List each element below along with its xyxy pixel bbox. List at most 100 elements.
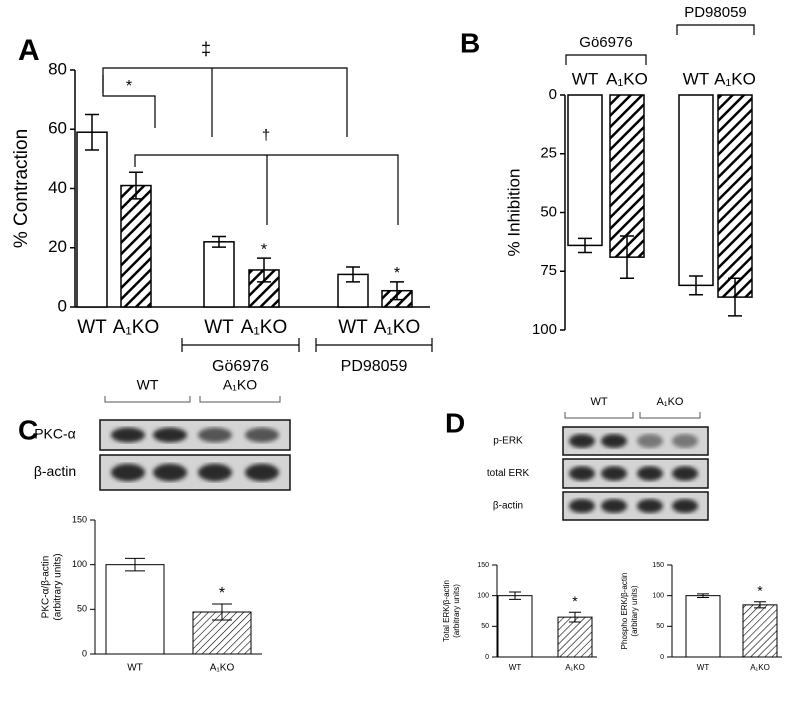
panel-label: A — [18, 34, 40, 67]
group-label: PD98059 — [341, 358, 408, 375]
y-tick-label: 150 — [72, 514, 87, 524]
blot-band — [198, 427, 232, 443]
x-tick-label: A₁KO — [750, 663, 770, 672]
significance-star: * — [394, 265, 400, 282]
significance-symbol: ‡ — [201, 39, 211, 59]
lane-bracket — [639, 412, 701, 419]
x-tick-label: WT — [127, 663, 143, 674]
y-tick-label: 25 — [540, 145, 557, 162]
bar — [567, 94, 603, 247]
significance-bracket — [134, 154, 399, 225]
bar — [105, 564, 165, 655]
error-bar — [125, 557, 145, 572]
y-tick-label: 75 — [540, 262, 557, 279]
y-axis-label: (arbitary units) — [630, 585, 639, 636]
bar — [557, 616, 593, 658]
bar — [678, 94, 714, 287]
x-tick-label: A₁KO — [565, 663, 585, 672]
blot-row-label: total ERK — [487, 468, 530, 479]
error-bar — [257, 257, 271, 283]
panel-label: C — [18, 414, 38, 445]
error-bar — [212, 603, 232, 621]
blot-band — [637, 499, 663, 513]
significance-bracket — [102, 67, 348, 137]
group-bracket — [181, 338, 300, 352]
blot-band — [601, 499, 627, 513]
panel-label: B — [460, 27, 480, 58]
y-axis-label: (arbitrary units) — [452, 584, 461, 638]
bar — [120, 184, 152, 308]
bar — [497, 595, 533, 658]
group-label: Gö6976 — [212, 358, 269, 375]
y-tick-label: 0 — [549, 86, 557, 103]
y-tick-label: 100 — [652, 593, 664, 600]
error-bar — [620, 235, 634, 280]
bar — [609, 94, 645, 258]
lane-group-label: WT — [137, 377, 159, 393]
y-tick-label: 50 — [540, 203, 557, 220]
error-bar — [509, 591, 521, 600]
error-bar — [728, 277, 742, 317]
blot-band — [198, 463, 232, 482]
blot-band — [637, 466, 663, 481]
group-bracket — [315, 338, 433, 352]
x-tick-label: A₁KO — [714, 69, 756, 88]
error-bar — [697, 593, 709, 599]
blot-band — [672, 466, 698, 481]
blot-row-label: β-actin — [34, 463, 76, 479]
x-tick-label: A₁KO — [374, 317, 421, 338]
y-tick-label: 0 — [82, 648, 87, 658]
x-tick-label: WT — [683, 69, 709, 88]
error-bar — [129, 171, 143, 200]
blot-band — [153, 427, 187, 443]
y-tick-label: 150 — [652, 562, 664, 569]
y-tick-label: 100 — [477, 593, 489, 600]
blot-band — [153, 463, 187, 482]
y-tick-label: 50 — [481, 623, 489, 630]
error-bar — [346, 266, 360, 283]
group-label: Gö6976 — [579, 34, 632, 51]
blot-row-label: β-actin — [493, 501, 523, 512]
bar — [742, 604, 778, 658]
y-tick-label: 100 — [72, 559, 87, 569]
y-axis-label: PKC-α/β-actin — [41, 556, 52, 619]
x-tick-label: WT — [77, 317, 107, 338]
group-label: PD98059 — [684, 4, 747, 21]
lane-bracket — [564, 412, 634, 419]
lane-group-label: A₁KO — [223, 377, 257, 393]
significance-symbol: * — [126, 78, 132, 95]
x-tick-label: WT — [509, 663, 522, 672]
y-tick-label: 100 — [532, 321, 557, 338]
blot-band — [245, 427, 279, 443]
bar — [717, 94, 753, 298]
significance-symbol: † — [262, 127, 270, 144]
bar — [248, 269, 280, 308]
bar — [685, 595, 721, 658]
y-tick-label: 0 — [485, 654, 489, 661]
y-axis-label: (arbitrary units) — [53, 553, 64, 620]
y-tick-label: 150 — [477, 562, 489, 569]
y-axis-label: % Contraction — [11, 129, 32, 248]
blot-band — [601, 434, 627, 448]
panel-label: D — [445, 407, 465, 438]
y-tick-label: 50 — [656, 623, 664, 630]
blot-band — [601, 466, 627, 481]
x-tick-label: WT — [572, 69, 598, 88]
bar — [76, 131, 108, 308]
lane-group-label: A₁KO — [657, 396, 684, 408]
blot-band — [111, 463, 145, 482]
blot-band — [637, 434, 663, 448]
group-bracket — [676, 24, 755, 35]
blot-band — [245, 463, 279, 482]
error-bar — [689, 275, 703, 296]
y-tick-label: 0 — [660, 654, 664, 661]
bar — [203, 241, 235, 308]
y-tick-label: 0 — [58, 296, 67, 315]
y-tick-label: 60 — [48, 119, 67, 138]
x-tick-label: WT — [697, 663, 710, 672]
error-bar — [212, 235, 226, 248]
lane-bracket — [199, 396, 281, 403]
x-tick-label: A₁KO — [113, 317, 160, 338]
x-tick-label: WT — [338, 317, 368, 338]
